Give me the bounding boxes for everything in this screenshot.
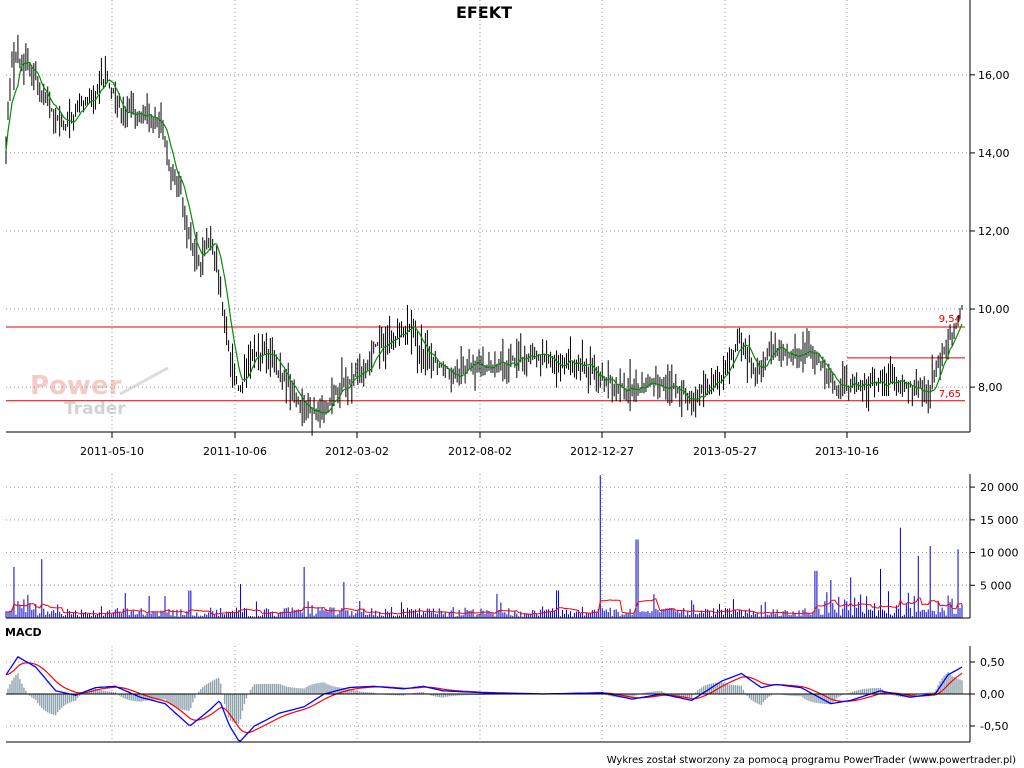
volume-y-tick-label: 10 000: [980, 547, 1019, 560]
x-tick-label: 2011-10-06: [203, 445, 267, 458]
y-tick-label: 12,00: [978, 225, 1010, 238]
price-level-label: 7,65: [939, 389, 961, 400]
price-level-label: 9,54: [939, 314, 961, 325]
macd-panel: MACD -0,50 0,00 0,50: [5, 626, 1008, 743]
x-tick-label: 2012-12-27: [570, 445, 634, 458]
y-tick-label: 14,00: [978, 147, 1010, 160]
volume-axis: 5 000 10 000 15 000 20 000: [6, 474, 1019, 619]
volume-y-tick-label: 15 000: [980, 514, 1019, 527]
macd-histogram: [7, 672, 963, 724]
chart-title: EFEKT: [456, 3, 512, 22]
footer-credit: Wykres został stworzony za pomocą progra…: [607, 755, 1016, 766]
price-candles: [5, 34, 963, 436]
x-tick-label: 2013-05-27: [693, 445, 757, 458]
watermark-logo: Power Trader: [30, 366, 169, 419]
volume-grid: [6, 474, 970, 618]
watermark-swoosh: [119, 366, 169, 396]
x-tick-label: 2012-03-02: [325, 445, 389, 458]
macd-y-tick-label: -0,50: [980, 720, 1008, 733]
price-levels: 9,54 7,65: [6, 314, 965, 402]
volume-bars: [5, 475, 963, 618]
watermark-trader: Trader: [64, 399, 126, 419]
volume-panel: 5 000 10 000 15 000 20 000: [5, 474, 1019, 619]
price-moving-average: [5, 61, 963, 414]
macd-label: MACD: [5, 626, 42, 639]
x-tick-label: 2012-08-02: [448, 445, 512, 458]
macd-line: [5, 656, 963, 742]
x-tick-label: 2011-05-10: [80, 445, 144, 458]
volume-y-tick-label: 5 000: [980, 579, 1012, 592]
y-tick-label: 10,00: [978, 303, 1010, 316]
volume-moving-average: [5, 597, 963, 615]
y-tick-label: 8,00: [978, 381, 1003, 394]
macd-y-tick-label: 0,50: [980, 656, 1005, 669]
macd-y-tick-label: 0,00: [980, 688, 1005, 701]
macd-axis: -0,50 0,00 0,50: [6, 646, 1008, 743]
y-tick-label: 16,00: [978, 69, 1010, 82]
price-axis: 2011-05-10 2011-10-06 2012-03-02 2012-08-02…: [6, 0, 1010, 458]
x-tick-label: 2013-10-16: [815, 445, 879, 458]
volume-y-tick-label: 20 000: [980, 481, 1019, 494]
price-panel: 9,547,65 2011-05-10 2011-10-06 2012-03-02 2…: [5, 0, 1010, 458]
watermark-power: Power: [30, 371, 122, 401]
